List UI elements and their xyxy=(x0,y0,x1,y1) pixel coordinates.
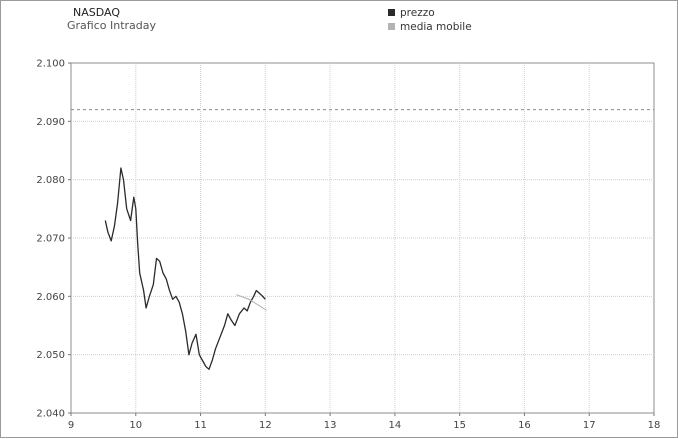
x-tick-label: 18 xyxy=(648,420,661,431)
grid-lines xyxy=(71,63,654,413)
y-tick-label: 2.080 xyxy=(36,175,65,186)
x-tick-label: 10 xyxy=(129,420,142,431)
y-tick-label: 2.060 xyxy=(36,292,65,303)
x-tick-label: 12 xyxy=(259,420,272,431)
y-tick-label: 2.090 xyxy=(36,117,65,128)
x-tick-label: 17 xyxy=(583,420,596,431)
x-tick-label: 16 xyxy=(518,420,531,431)
x-tick-label: 11 xyxy=(194,420,207,431)
y-tick-label: 2.040 xyxy=(36,409,65,420)
legend-label-moving-average: media mobile xyxy=(400,21,472,33)
legend-label-price: prezzo xyxy=(400,7,435,19)
x-tick-label: 13 xyxy=(324,420,337,431)
x-tick-label: 15 xyxy=(453,420,466,431)
plot-area xyxy=(70,62,655,414)
legend-item-price: prezzo xyxy=(388,8,435,19)
x-axis-ticks: 9 10 11 12 13 14 15 16 17 18 xyxy=(68,413,661,431)
series-line-prezzo xyxy=(104,167,266,370)
x-tick-label: 14 xyxy=(389,420,402,431)
y-tick-label: 2.100 xyxy=(36,59,65,70)
legend-swatch-moving-average xyxy=(388,23,395,30)
y-tick-label: 2.070 xyxy=(36,234,65,245)
x-tick-label: 9 xyxy=(68,420,74,431)
series-line-media-mobile xyxy=(236,294,267,311)
legend-swatch-price xyxy=(388,9,395,16)
legend-item-moving-average: media mobile xyxy=(388,22,472,33)
y-axis-ticks: 2.040 2.050 2.060 2.070 2.080 2.090 2.100 xyxy=(36,59,71,420)
series-group xyxy=(104,167,267,370)
chart-title: NASDAQ xyxy=(73,6,121,19)
chart-subtitle: Grafico Intraday xyxy=(67,19,157,32)
y-tick-label: 2.050 xyxy=(36,350,65,361)
